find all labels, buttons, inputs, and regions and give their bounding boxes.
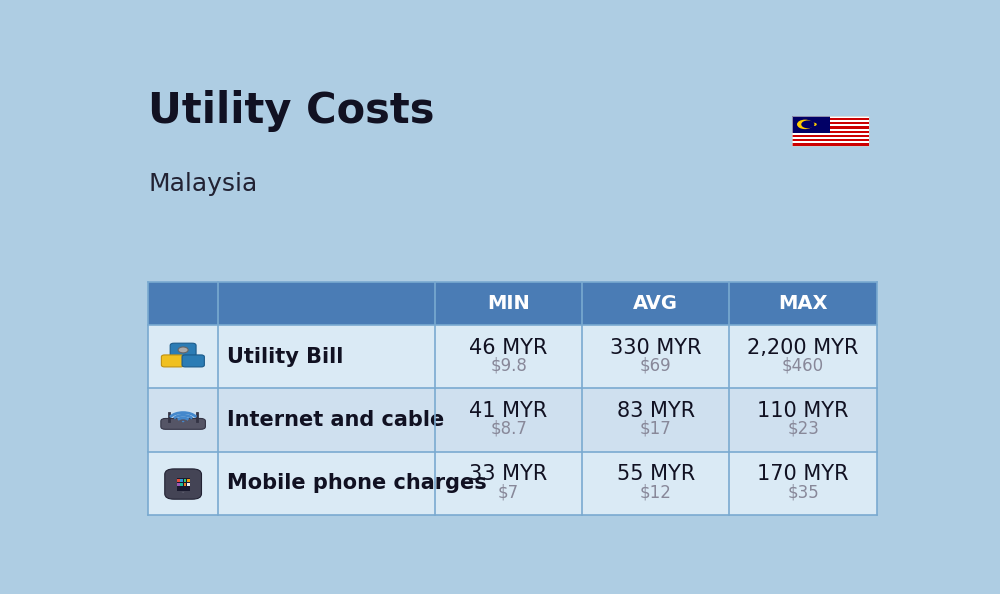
- Bar: [180, 479, 183, 482]
- Text: 55 MYR: 55 MYR: [617, 465, 695, 485]
- Bar: [729, 388, 877, 451]
- Bar: [148, 451, 218, 515]
- Text: $17: $17: [640, 420, 672, 438]
- Bar: [177, 484, 180, 486]
- Bar: [148, 325, 218, 388]
- Bar: [435, 388, 582, 451]
- Bar: [729, 282, 877, 325]
- Text: 2,200 MYR: 2,200 MYR: [747, 338, 859, 358]
- Bar: [218, 325, 435, 388]
- Text: $7: $7: [498, 483, 519, 501]
- Bar: [792, 116, 830, 133]
- Bar: [792, 137, 869, 139]
- Text: 33 MYR: 33 MYR: [470, 465, 548, 485]
- Bar: [792, 118, 869, 120]
- Text: $12: $12: [640, 483, 672, 501]
- Text: $9.8: $9.8: [490, 356, 527, 375]
- Bar: [148, 388, 218, 451]
- Bar: [792, 127, 869, 129]
- Text: $460: $460: [782, 356, 824, 375]
- Text: MIN: MIN: [487, 294, 530, 313]
- Bar: [792, 133, 869, 135]
- Circle shape: [178, 347, 188, 353]
- Bar: [792, 135, 869, 137]
- Bar: [184, 484, 186, 486]
- Bar: [729, 325, 877, 388]
- Text: $8.7: $8.7: [490, 420, 527, 438]
- Bar: [582, 388, 730, 451]
- Bar: [148, 282, 218, 325]
- Bar: [792, 122, 869, 124]
- Bar: [792, 120, 869, 122]
- Text: Internet and cable: Internet and cable: [227, 410, 445, 430]
- Bar: [180, 484, 183, 486]
- Text: $35: $35: [787, 483, 819, 501]
- Circle shape: [182, 421, 184, 422]
- Bar: [218, 451, 435, 515]
- Circle shape: [801, 121, 814, 128]
- Bar: [792, 116, 869, 118]
- Text: Malaysia: Malaysia: [148, 172, 258, 196]
- FancyBboxPatch shape: [161, 419, 205, 429]
- Bar: [184, 479, 186, 482]
- Bar: [177, 478, 190, 491]
- Text: Utility Costs: Utility Costs: [148, 90, 435, 132]
- Text: MAX: MAX: [778, 294, 828, 313]
- Bar: [435, 282, 582, 325]
- FancyBboxPatch shape: [182, 355, 204, 367]
- Text: 83 MYR: 83 MYR: [617, 401, 695, 421]
- Text: 110 MYR: 110 MYR: [757, 401, 849, 421]
- Bar: [177, 479, 180, 482]
- FancyBboxPatch shape: [170, 343, 196, 356]
- Text: 41 MYR: 41 MYR: [470, 401, 548, 421]
- Bar: [187, 484, 190, 486]
- Bar: [792, 116, 869, 146]
- FancyBboxPatch shape: [161, 355, 184, 367]
- Circle shape: [797, 119, 813, 129]
- Bar: [582, 282, 730, 325]
- Text: 330 MYR: 330 MYR: [610, 338, 702, 358]
- Text: Mobile phone charges: Mobile phone charges: [227, 473, 487, 493]
- Bar: [792, 144, 869, 146]
- Text: 46 MYR: 46 MYR: [469, 338, 548, 358]
- Bar: [729, 451, 877, 515]
- Bar: [792, 141, 869, 144]
- Bar: [218, 282, 435, 325]
- Bar: [792, 129, 869, 131]
- Bar: [435, 325, 582, 388]
- FancyBboxPatch shape: [165, 469, 201, 499]
- Bar: [218, 388, 435, 451]
- Circle shape: [182, 491, 185, 493]
- Bar: [792, 124, 869, 127]
- Bar: [582, 451, 730, 515]
- Bar: [435, 451, 582, 515]
- Bar: [187, 479, 190, 482]
- Bar: [582, 325, 730, 388]
- Text: Utility Bill: Utility Bill: [227, 347, 344, 366]
- Bar: [792, 131, 869, 133]
- Text: $23: $23: [787, 420, 819, 438]
- Circle shape: [811, 123, 817, 126]
- Bar: [792, 139, 869, 141]
- Text: AVG: AVG: [633, 294, 678, 313]
- Text: 170 MYR: 170 MYR: [757, 465, 849, 485]
- Text: $69: $69: [640, 356, 672, 375]
